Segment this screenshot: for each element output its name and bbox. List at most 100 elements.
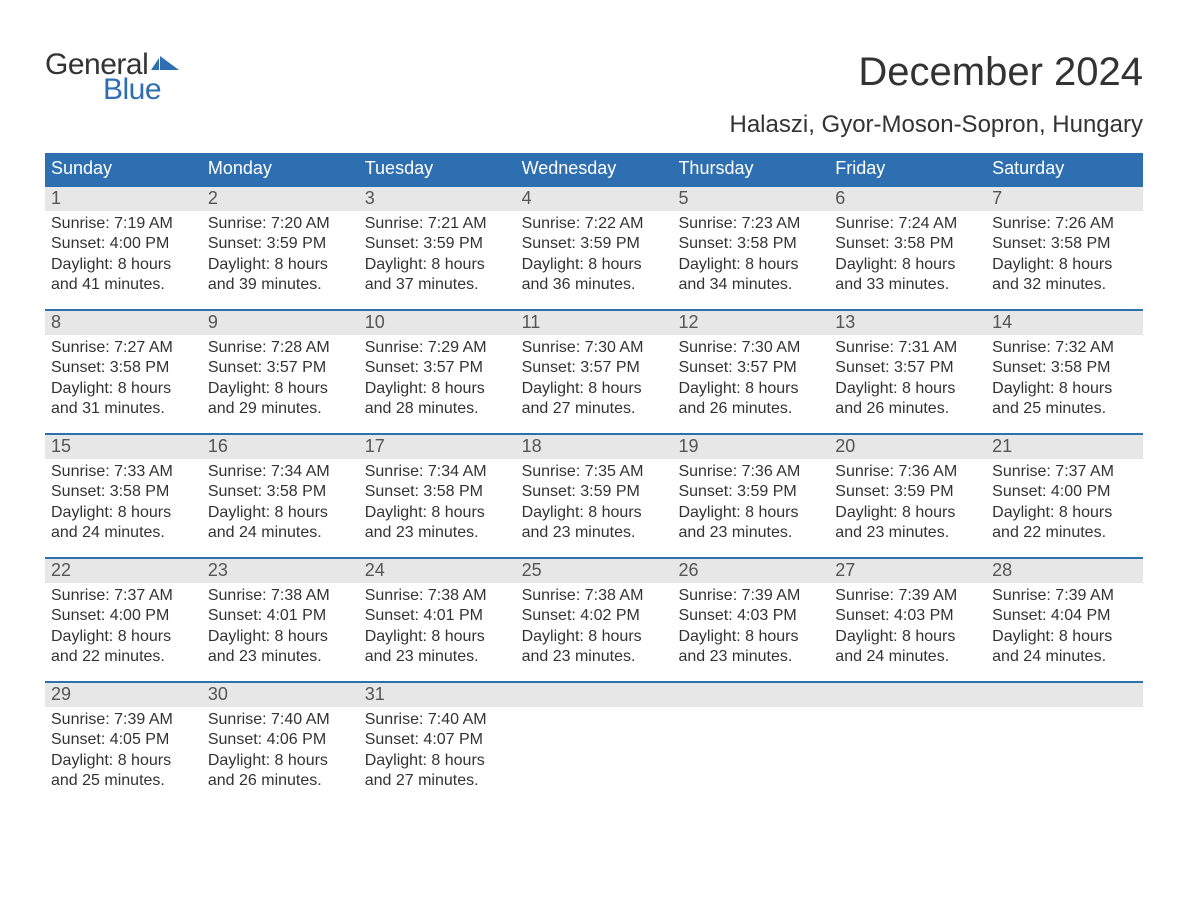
daylight-line-2: and 24 minutes. <box>208 523 353 543</box>
day-detail: Sunrise: 7:34 AMSunset: 3:58 PMDaylight:… <box>359 459 516 557</box>
daylight-line-2: and 37 minutes. <box>365 275 510 295</box>
sunrise-line: Sunrise: 7:20 AM <box>208 214 353 234</box>
daylight-line-1: Daylight: 8 hours <box>522 255 667 275</box>
calendar-week: 22232425262728Sunrise: 7:37 AMSunset: 4:… <box>45 557 1143 681</box>
sunrise-line: Sunrise: 7:39 AM <box>835 586 980 606</box>
day-number-row: 15161718192021 <box>45 435 1143 459</box>
daylight-line-2: and 41 minutes. <box>51 275 196 295</box>
sunrise-line: Sunrise: 7:36 AM <box>835 462 980 482</box>
sunrise-line: Sunrise: 7:27 AM <box>51 338 196 358</box>
daylight-line-2: and 39 minutes. <box>208 275 353 295</box>
sunrise-line: Sunrise: 7:39 AM <box>51 710 196 730</box>
day-detail: Sunrise: 7:35 AMSunset: 3:59 PMDaylight:… <box>516 459 673 557</box>
day-detail <box>516 707 673 805</box>
sunrise-line: Sunrise: 7:33 AM <box>51 462 196 482</box>
sunset-line: Sunset: 3:57 PM <box>208 358 353 378</box>
day-detail: Sunrise: 7:38 AMSunset: 4:01 PMDaylight:… <box>359 583 516 681</box>
sunrise-line: Sunrise: 7:22 AM <box>522 214 667 234</box>
daylight-line-2: and 26 minutes. <box>678 399 823 419</box>
sunrise-line: Sunrise: 7:23 AM <box>678 214 823 234</box>
daylight-line-1: Daylight: 8 hours <box>835 627 980 647</box>
daylight-line-2: and 25 minutes. <box>992 399 1137 419</box>
sunset-line: Sunset: 3:57 PM <box>835 358 980 378</box>
daylight-line-2: and 23 minutes. <box>208 647 353 667</box>
daylight-line-1: Daylight: 8 hours <box>522 503 667 523</box>
day-detail: Sunrise: 7:37 AMSunset: 4:00 PMDaylight:… <box>986 459 1143 557</box>
calendar-week: 891011121314Sunrise: 7:27 AMSunset: 3:58… <box>45 309 1143 433</box>
daylight-line-1: Daylight: 8 hours <box>51 751 196 771</box>
daylight-line-2: and 26 minutes. <box>835 399 980 419</box>
day-number: 24 <box>359 559 516 583</box>
sunrise-line: Sunrise: 7:32 AM <box>992 338 1137 358</box>
day-number-row: 22232425262728 <box>45 559 1143 583</box>
day-number: 11 <box>516 311 673 335</box>
daylight-line-2: and 22 minutes. <box>51 647 196 667</box>
day-number: 31 <box>359 683 516 707</box>
day-number: 13 <box>829 311 986 335</box>
calendar-header-row: Sunday Monday Tuesday Wednesday Thursday… <box>45 153 1143 185</box>
daylight-line-2: and 24 minutes. <box>835 647 980 667</box>
day-number <box>516 683 673 707</box>
daylight-line-1: Daylight: 8 hours <box>992 255 1137 275</box>
weekday-header: Thursday <box>672 153 829 185</box>
day-number <box>829 683 986 707</box>
sunset-line: Sunset: 3:59 PM <box>522 482 667 502</box>
sunrise-line: Sunrise: 7:39 AM <box>678 586 823 606</box>
day-number: 21 <box>986 435 1143 459</box>
daylight-line-1: Daylight: 8 hours <box>835 503 980 523</box>
daylight-line-1: Daylight: 8 hours <box>835 379 980 399</box>
day-detail: Sunrise: 7:39 AMSunset: 4:03 PMDaylight:… <box>672 583 829 681</box>
sunset-line: Sunset: 4:02 PM <box>522 606 667 626</box>
day-detail: Sunrise: 7:33 AMSunset: 3:58 PMDaylight:… <box>45 459 202 557</box>
sunrise-line: Sunrise: 7:28 AM <box>208 338 353 358</box>
daylight-line-1: Daylight: 8 hours <box>208 255 353 275</box>
daylight-line-2: and 23 minutes. <box>522 647 667 667</box>
day-number: 8 <box>45 311 202 335</box>
sunset-line: Sunset: 3:59 PM <box>522 234 667 254</box>
sunset-line: Sunset: 3:57 PM <box>678 358 823 378</box>
daylight-line-1: Daylight: 8 hours <box>208 627 353 647</box>
sunrise-line: Sunrise: 7:40 AM <box>365 710 510 730</box>
day-detail: Sunrise: 7:26 AMSunset: 3:58 PMDaylight:… <box>986 211 1143 309</box>
daylight-line-2: and 27 minutes. <box>522 399 667 419</box>
daylight-line-2: and 29 minutes. <box>208 399 353 419</box>
day-detail <box>829 707 986 805</box>
sunrise-line: Sunrise: 7:19 AM <box>51 214 196 234</box>
daylight-line-2: and 23 minutes. <box>678 647 823 667</box>
day-detail: Sunrise: 7:19 AMSunset: 4:00 PMDaylight:… <box>45 211 202 309</box>
day-number: 16 <box>202 435 359 459</box>
day-detail: Sunrise: 7:31 AMSunset: 3:57 PMDaylight:… <box>829 335 986 433</box>
day-number: 27 <box>829 559 986 583</box>
sunset-line: Sunset: 3:58 PM <box>365 482 510 502</box>
day-number: 28 <box>986 559 1143 583</box>
sunset-line: Sunset: 3:58 PM <box>51 482 196 502</box>
sunset-line: Sunset: 4:07 PM <box>365 730 510 750</box>
daylight-line-1: Daylight: 8 hours <box>992 503 1137 523</box>
sunset-line: Sunset: 3:57 PM <box>365 358 510 378</box>
daylight-line-2: and 34 minutes. <box>678 275 823 295</box>
daylight-line-1: Daylight: 8 hours <box>678 503 823 523</box>
sunset-line: Sunset: 4:06 PM <box>208 730 353 750</box>
day-detail: Sunrise: 7:39 AMSunset: 4:04 PMDaylight:… <box>986 583 1143 681</box>
daylight-line-2: and 32 minutes. <box>992 275 1137 295</box>
daylight-line-2: and 23 minutes. <box>365 647 510 667</box>
sunrise-line: Sunrise: 7:36 AM <box>678 462 823 482</box>
daylight-line-1: Daylight: 8 hours <box>51 627 196 647</box>
weekday-header: Saturday <box>986 153 1143 185</box>
day-detail: Sunrise: 7:20 AMSunset: 3:59 PMDaylight:… <box>202 211 359 309</box>
day-detail: Sunrise: 7:29 AMSunset: 3:57 PMDaylight:… <box>359 335 516 433</box>
day-detail: Sunrise: 7:40 AMSunset: 4:06 PMDaylight:… <box>202 707 359 805</box>
sunrise-line: Sunrise: 7:34 AM <box>208 462 353 482</box>
day-detail: Sunrise: 7:21 AMSunset: 3:59 PMDaylight:… <box>359 211 516 309</box>
daylight-line-1: Daylight: 8 hours <box>365 751 510 771</box>
daylight-line-1: Daylight: 8 hours <box>365 503 510 523</box>
sunset-line: Sunset: 3:58 PM <box>992 358 1137 378</box>
day-detail: Sunrise: 7:28 AMSunset: 3:57 PMDaylight:… <box>202 335 359 433</box>
sunrise-line: Sunrise: 7:31 AM <box>835 338 980 358</box>
day-number: 26 <box>672 559 829 583</box>
daylight-line-2: and 23 minutes. <box>522 523 667 543</box>
day-number <box>672 683 829 707</box>
weekday-header: Sunday <box>45 153 202 185</box>
day-number: 7 <box>986 187 1143 211</box>
sunrise-line: Sunrise: 7:26 AM <box>992 214 1137 234</box>
